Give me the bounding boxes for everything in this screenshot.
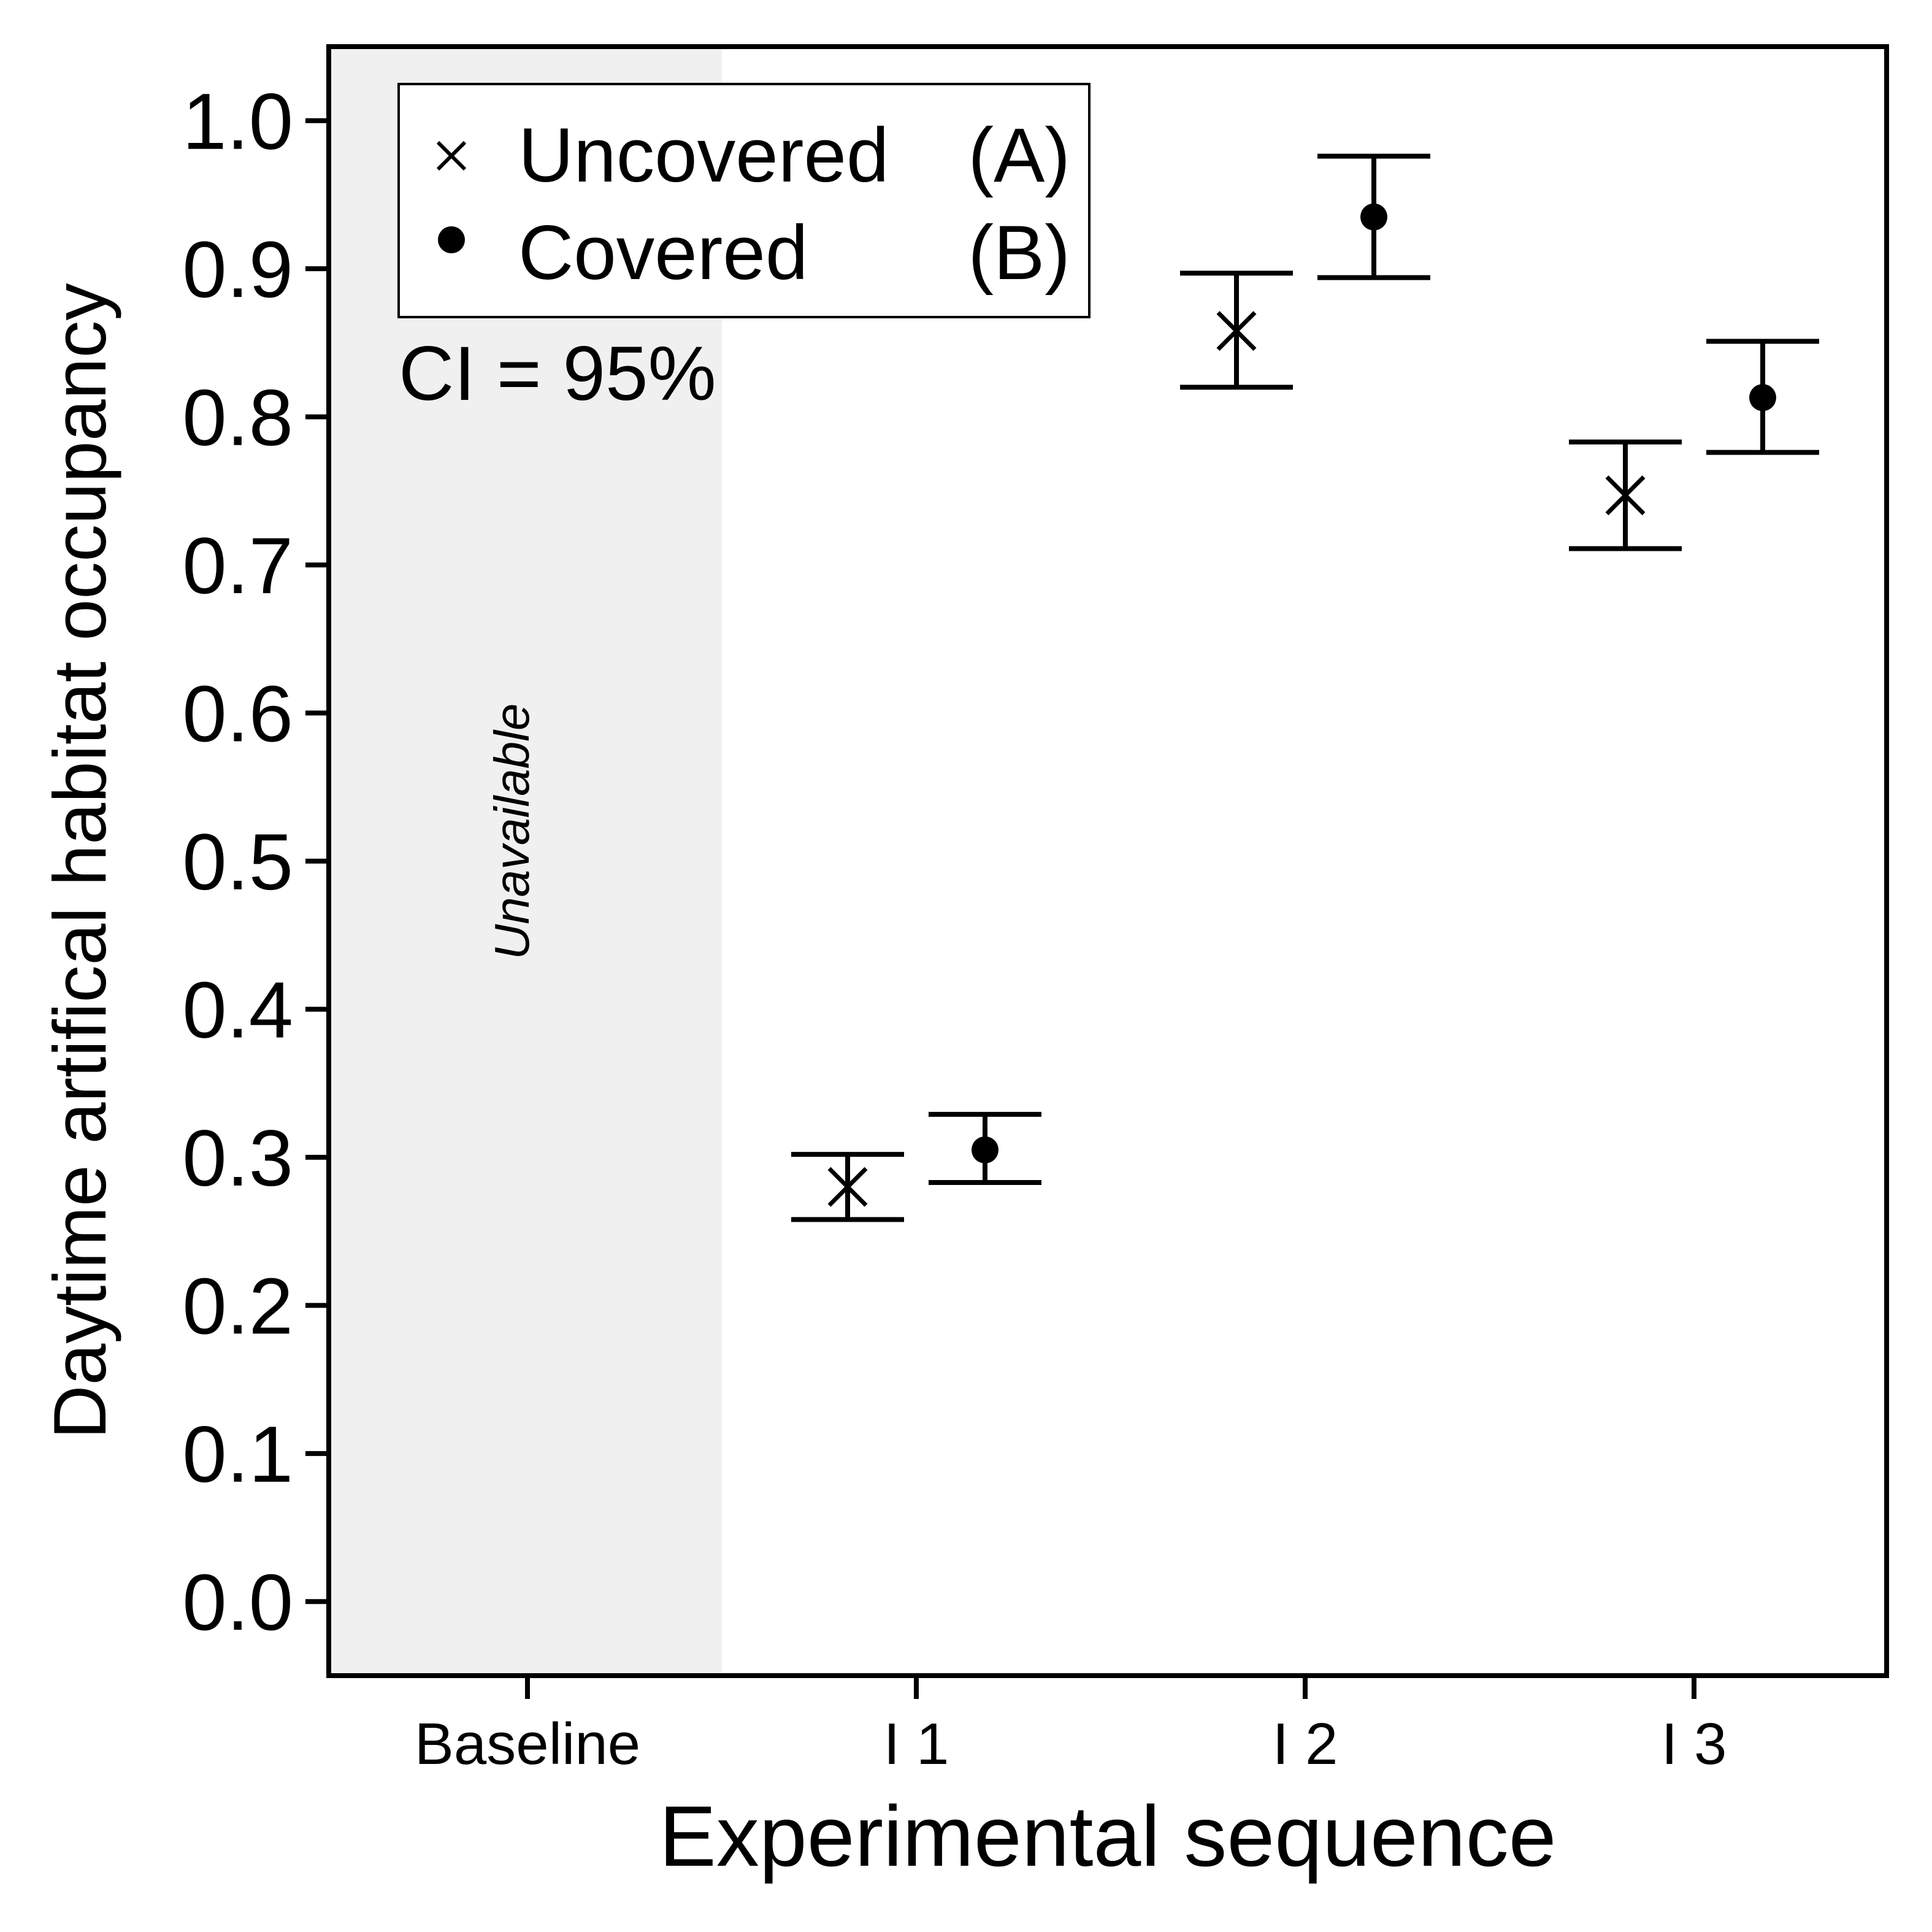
x-axis-title: Experimental sequence [659,1788,1556,1884]
point-group-s0-c3 [1569,439,1682,551]
x-tick-label-0: Baseline [415,1711,640,1777]
x-marker-s0-c1 [827,1167,868,1207]
y-axis-title: Daytime artifical habitat occupancy [38,283,121,1439]
data-marks [791,153,1819,1222]
x-marker-s0-c2 [1216,311,1257,351]
x-tick-label-1: I 1 [884,1711,949,1777]
y-tick-label-7: 0.7 [182,521,293,610]
legend-label-uncovered: Uncovered [518,113,889,198]
y-tick-label-2: 0.2 [182,1261,293,1351]
circle-marker-s1-c2 [1360,203,1387,231]
legend-x-marker [436,140,467,171]
circle-marker-s1-c3 [1749,384,1776,412]
legend-code-covered: (B) [968,210,1070,296]
x-tick-label-3: I 3 [1662,1711,1727,1777]
y-tick-label-1: 0.1 [182,1409,293,1499]
legend-code-uncovered: (A) [968,113,1070,198]
ci-annotation: CI = 95% [399,331,716,416]
y-axis: 0.0 0.1 0.2 0.3 0.4 0.5 0.6 0.7 0.8 0.9 1.0 [182,77,329,1647]
x-marker-s0-c3 [1605,475,1646,516]
y-tick-label-6: 0.6 [182,669,293,759]
y-tick-label-4: 0.4 [182,965,293,1054]
legend-circle-marker [438,226,465,253]
legend: Uncovered (A) Covered (B) [397,83,1091,318]
y-tick-label-5: 0.5 [182,817,293,907]
y-tick-label-8: 0.8 [182,373,293,462]
y-tick-label-10: 1.0 [182,77,293,166]
point-group-s0-c2 [1180,270,1293,390]
legend-box [397,83,1091,318]
point-group-s0-c1 [791,1152,904,1222]
x-tick-label-2: I 2 [1273,1711,1338,1777]
legend-label-covered: Covered [518,210,808,296]
unavailable-label: Unavailable [485,703,539,960]
circle-marker-s1-c1 [972,1136,999,1163]
x-axis: Baseline I 1 I 2 I 3 [415,1676,1727,1777]
y-tick-label-3: 0.3 [182,1113,293,1203]
point-group-s1-c1 [929,1111,1041,1185]
point-group-s1-c2 [1317,153,1430,280]
y-tick-label-0: 0.0 [182,1557,293,1647]
point-group-s1-c3 [1706,339,1819,455]
y-tick-label-9: 0.9 [182,224,293,314]
plot-frame [326,44,1889,1678]
